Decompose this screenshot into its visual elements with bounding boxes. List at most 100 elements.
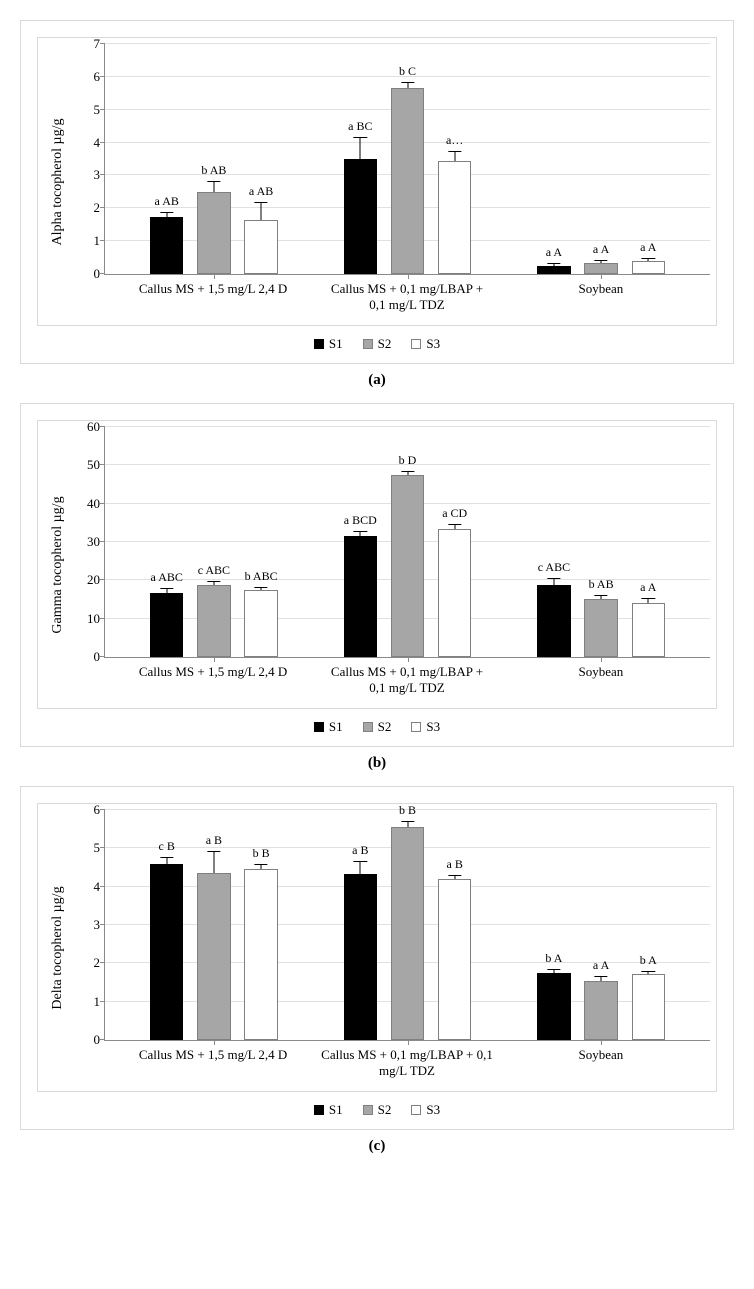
category-label: Callus MS + 0,1 mg/LBAP + 0,1 mg/L TDZ (331, 281, 483, 314)
ytick-label: 2 (94, 200, 101, 216)
bar-annotation: b AB (201, 163, 226, 178)
error-cap (547, 969, 560, 970)
legend-item: S3 (411, 336, 440, 352)
plot-area: a ABCc ABCb ABCa BCDb Da CDc ABCb ABa A (104, 427, 710, 658)
legend-item: S1 (314, 336, 343, 352)
panel-caption: (b) (20, 755, 734, 772)
plot-row: 01234567a ABb ABa ABa BCb Ca…a Aa Aa A (72, 44, 710, 275)
plot-column: 0102030405060a ABCc ABCb ABCa BCDb Da CD… (72, 427, 710, 702)
error-cap (160, 588, 173, 589)
error-bar (360, 138, 361, 159)
error-cap (354, 861, 367, 862)
error-bar (407, 83, 408, 88)
bar-annotation: b A (640, 953, 657, 968)
bar-s2 (584, 263, 617, 275)
error-cap (401, 821, 414, 822)
ytick-label: 5 (94, 102, 101, 118)
yticks-column: 0123456 (72, 810, 104, 1040)
legend-label: S1 (329, 336, 343, 352)
y-axis-label: Gamma tocopherol µg/g (50, 496, 66, 633)
bar-annotation: b C (399, 64, 416, 79)
error-bar (166, 589, 167, 593)
bar-s2 (197, 873, 230, 1040)
legend: S1 S2 S3 (37, 1102, 717, 1119)
error-cap (642, 971, 655, 972)
error-cap (642, 598, 655, 599)
bar-annotation: c B (159, 839, 175, 854)
legend-item: S3 (411, 1102, 440, 1118)
bar-s3 (244, 590, 277, 657)
ytick-label: 0 (94, 1032, 101, 1048)
error-cap (254, 587, 267, 588)
ytick-label: 6 (94, 802, 101, 818)
yticks-column: 0102030405060 (72, 427, 104, 657)
legend-label: S3 (426, 1102, 440, 1118)
error-cap (254, 202, 267, 203)
gridline (105, 426, 710, 427)
legend-swatch (411, 722, 421, 732)
ytick-mark (100, 43, 105, 44)
bar-s3 (438, 161, 471, 274)
ytick-mark (100, 503, 105, 504)
ylabel-column: Delta tocopherol µg/g (44, 810, 72, 1085)
error-bar (454, 876, 455, 879)
plot-row: 0102030405060a ABCc ABCb ABCa BCDb Da CD… (72, 427, 710, 658)
legend-swatch (411, 339, 421, 349)
error-cap (547, 263, 560, 264)
bar-s3 (632, 261, 665, 274)
ytick-mark (100, 426, 105, 427)
panel-frame: Alpha tocopherol µg/g01234567a ABb ABa A… (20, 20, 734, 364)
legend-label: S2 (378, 1102, 392, 1118)
bar-s2 (391, 827, 424, 1040)
legend-item: S2 (363, 1102, 392, 1118)
bar-annotation: c ABC (198, 563, 230, 578)
error-cap (547, 578, 560, 579)
error-bar (553, 579, 554, 585)
legend: S1S2S3 (37, 336, 717, 353)
bar-annotation: b AB (589, 577, 614, 592)
ytick-mark (100, 174, 105, 175)
category-label: Callus MS + 1,5 mg/L 2,4 D (139, 281, 287, 297)
bar-annotation: a BCD (344, 513, 377, 528)
error-bar (553, 970, 554, 973)
bar-s1 (537, 266, 570, 274)
panel-caption: (a) (20, 372, 734, 389)
error-cap (594, 976, 607, 977)
bar-s1 (537, 973, 570, 1040)
error-bar (261, 588, 262, 590)
bar-annotation: b A (545, 951, 562, 966)
bar-s2 (584, 599, 617, 657)
bar-s1 (150, 217, 183, 275)
category-label: Soybean (579, 1047, 624, 1063)
bar-annotation: b ABC (245, 569, 278, 584)
bar-annotation: a AB (249, 184, 273, 199)
error-cap (448, 151, 461, 152)
panel-caption: (c) (20, 1138, 734, 1155)
ytick-mark (100, 541, 105, 542)
error-bar (454, 152, 455, 160)
error-bar (601, 261, 602, 263)
y-axis-label: Delta tocopherol µg/g (50, 886, 66, 1009)
bar-annotation: b B (253, 846, 270, 861)
panel-frame: Delta tocopherol µg/g 0123456 c B a B b B a B… (20, 786, 734, 1130)
ytick-mark (100, 273, 105, 274)
legend-label: S1 (329, 1102, 343, 1118)
bar-s3 (244, 220, 277, 274)
legend: S1S2S3 (37, 719, 717, 736)
error-bar (213, 582, 214, 585)
bar-annotation: b D (399, 453, 417, 468)
bar-annotation: a B (352, 843, 368, 858)
category-label: Callus MS + 1,5 mg/L 2,4 D (139, 664, 287, 680)
xlabels-row: Callus MS + 1,5 mg/L 2,4 DCallus MS + 0,… (72, 1041, 710, 1085)
error-bar (648, 972, 649, 974)
bar-annotation: b B (399, 803, 416, 818)
legend-swatch (363, 722, 373, 732)
ytick-mark (100, 1001, 105, 1002)
error-cap (207, 181, 220, 182)
error-bar (360, 532, 361, 536)
bar-annotation: a B (447, 857, 463, 872)
gridline (105, 43, 710, 44)
bar-s1 (344, 159, 377, 274)
bar-s3 (438, 529, 471, 657)
chart-box: Gamma tocopherol µg/g0102030405060a ABCc… (37, 420, 717, 709)
